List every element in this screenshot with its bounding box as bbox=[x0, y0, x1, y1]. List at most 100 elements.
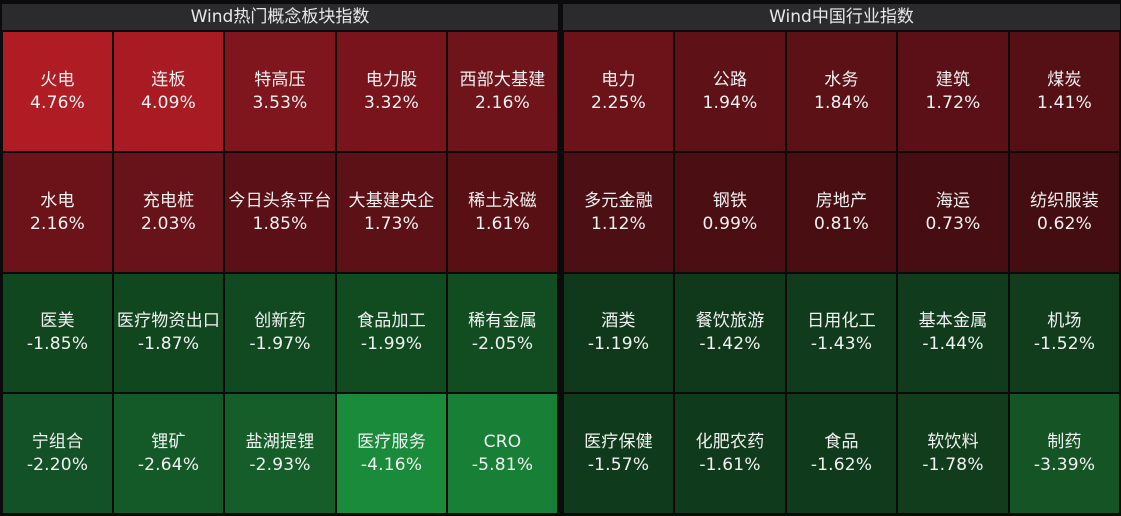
tile-change-percent: -1.85% bbox=[26, 334, 89, 354]
tile-change-percent: -1.99% bbox=[360, 334, 423, 354]
tile-change-percent: 0.62% bbox=[1036, 213, 1092, 234]
tile-name: 稀土永磁 bbox=[468, 190, 537, 211]
heatmap-tile[interactable]: 软饮料 -1.78% bbox=[897, 393, 1009, 514]
tile-name: 电力股 bbox=[365, 69, 418, 90]
panel-title: Wind中国行业指数 bbox=[563, 4, 1120, 30]
heatmap-tile[interactable]: 盐湖提锂 -2.93% bbox=[224, 393, 336, 514]
heatmap-tile[interactable]: 大基建央企 1.73% bbox=[336, 152, 447, 273]
tile-change-percent: 4.09% bbox=[140, 92, 196, 113]
heatmap-tile[interactable]: 机场 -1.52% bbox=[1009, 273, 1120, 393]
tile-change-percent: 3.53% bbox=[252, 92, 308, 113]
heatmap-tile[interactable]: 创新药 -1.97% bbox=[224, 273, 336, 393]
heatmap-tile[interactable]: 电力股 3.32% bbox=[336, 31, 447, 152]
tile-change-percent: 0.81% bbox=[813, 213, 869, 234]
heatmap-tile[interactable]: 电力 2.25% bbox=[563, 31, 674, 152]
heatmap-tile[interactable]: 日用化工 -1.43% bbox=[786, 273, 897, 393]
heatmap-tile[interactable]: 今日头条平台 1.85% bbox=[224, 152, 336, 273]
tile-change-percent: -2.20% bbox=[26, 454, 89, 475]
heatmap-tile[interactable]: 医疗物资出口 -1.87% bbox=[113, 273, 224, 393]
heatmap-tile[interactable]: 稀有金属 -2.05% bbox=[447, 273, 558, 393]
tile-name: 纺织服装 bbox=[1030, 190, 1099, 211]
heatmap-tile[interactable]: CRO -5.81% bbox=[447, 393, 558, 514]
tile-change-percent: 0.73% bbox=[925, 213, 981, 234]
heatmap-tile[interactable]: 煤炭 1.41% bbox=[1009, 31, 1120, 152]
tile-name: 食品加工 bbox=[357, 311, 426, 331]
heatmap-tile[interactable]: 水务 1.84% bbox=[786, 31, 897, 152]
heatmap-tile[interactable]: 特高压 3.53% bbox=[224, 31, 336, 152]
tile-change-percent: 1.41% bbox=[1036, 92, 1092, 113]
heatmap-tile[interactable]: 水电 2.16% bbox=[2, 152, 113, 273]
tile-change-percent: 1.94% bbox=[702, 92, 758, 113]
heatmap-tile[interactable]: 海运 0.73% bbox=[897, 152, 1009, 273]
heatmap-tile[interactable]: 食品加工 -1.99% bbox=[336, 273, 447, 393]
tile-change-percent: -1.61% bbox=[699, 454, 761, 475]
tile-change-percent: -5.81% bbox=[471, 454, 534, 475]
heatmap-tile[interactable]: 火电 4.76% bbox=[2, 31, 113, 152]
tile-name: 酒类 bbox=[601, 311, 636, 331]
tile-change-percent: 2.16% bbox=[29, 213, 85, 234]
tile-change-percent: -1.78% bbox=[922, 454, 984, 475]
tile-change-percent: -2.05% bbox=[471, 334, 534, 354]
tile-name: 制药 bbox=[1047, 431, 1082, 452]
heatmap-tile[interactable]: 锂矿 -2.64% bbox=[113, 393, 224, 514]
tile-change-percent: -1.57% bbox=[587, 454, 650, 475]
tile-name: 水电 bbox=[40, 190, 75, 211]
heatmap-tile[interactable]: 医美 -1.85% bbox=[2, 273, 113, 393]
tile-name: 医疗物资出口 bbox=[116, 311, 221, 331]
heatmap-tile[interactable]: 建筑 1.72% bbox=[897, 31, 1009, 152]
tile-name: 电力 bbox=[601, 69, 636, 90]
tile-change-percent: -1.52% bbox=[1033, 334, 1096, 354]
tile-change-percent: 1.61% bbox=[474, 213, 530, 234]
heatmap-tile[interactable]: 宁组合 -2.20% bbox=[2, 393, 113, 514]
heatmap-tile[interactable]: 医疗保健 -1.57% bbox=[563, 393, 674, 514]
tile-change-percent: 2.03% bbox=[140, 213, 196, 234]
tile-name: 机场 bbox=[1047, 311, 1082, 331]
heatmap-tile[interactable]: 西部大基建 2.16% bbox=[447, 31, 558, 152]
heatmap-tile[interactable]: 稀土永磁 1.61% bbox=[447, 152, 558, 273]
tile-name: 日用化工 bbox=[807, 311, 876, 331]
tile-change-percent: -1.87% bbox=[137, 334, 200, 354]
tile-change-percent: 1.85% bbox=[252, 213, 308, 234]
tile-change-percent: -1.43% bbox=[810, 334, 873, 354]
heatmap-tile[interactable]: 房地产 0.81% bbox=[786, 152, 897, 273]
tile-change-percent: 2.16% bbox=[474, 92, 530, 113]
concept-index-panel: Wind热门概念板块指数 火电 4.76% 连板 4.09% 特高压 3.53% 电力股 3.… bbox=[2, 4, 558, 516]
panel-title: Wind热门概念板块指数 bbox=[2, 4, 558, 30]
heatmap-tile[interactable]: 连板 4.09% bbox=[113, 31, 224, 152]
tile-change-percent: -2.64% bbox=[137, 454, 200, 475]
heatmap-tile[interactable]: 公路 1.94% bbox=[674, 31, 786, 152]
tile-name: 宁组合 bbox=[31, 431, 84, 452]
heatmap-tile[interactable]: 充电桩 2.03% bbox=[113, 152, 224, 273]
tile-name: 基本金属 bbox=[918, 311, 988, 331]
heatmap-tile[interactable]: 医疗服务 -4.16% bbox=[336, 393, 447, 514]
tile-name: 稀有金属 bbox=[468, 311, 537, 331]
tile-change-percent: 1.72% bbox=[925, 92, 981, 113]
tile-change-percent: -1.19% bbox=[587, 334, 650, 354]
heatmap-tile[interactable]: 纺织服装 0.62% bbox=[1009, 152, 1120, 273]
tile-change-percent: -3.39% bbox=[1033, 454, 1096, 475]
heatmap-tile[interactable]: 制药 -3.39% bbox=[1009, 393, 1120, 514]
heatmap-tile[interactable]: 多元金融 1.12% bbox=[563, 152, 674, 273]
tile-name: 建筑 bbox=[935, 69, 971, 90]
tile-name: 煤炭 bbox=[1047, 69, 1082, 90]
tile-change-percent: -1.97% bbox=[249, 334, 311, 354]
tile-name: 西部大基建 bbox=[459, 69, 546, 90]
tile-name: 创新药 bbox=[254, 311, 306, 331]
tile-change-percent: 1.84% bbox=[813, 92, 869, 113]
tile-name: 房地产 bbox=[815, 190, 868, 211]
heatmap-tile[interactable]: 餐饮旅游 -1.42% bbox=[674, 273, 786, 393]
heatmap-tile[interactable]: 化肥农药 -1.61% bbox=[674, 393, 786, 514]
heatmap-tile[interactable]: 基本金属 -1.44% bbox=[897, 273, 1009, 393]
tile-name: 软饮料 bbox=[927, 431, 979, 452]
tile-change-percent: -1.42% bbox=[699, 334, 761, 354]
tile-name: 海运 bbox=[935, 190, 971, 211]
tile-name: 钢铁 bbox=[712, 190, 748, 211]
heatmap-tile[interactable]: 酒类 -1.19% bbox=[563, 273, 674, 393]
tile-name: 特高压 bbox=[254, 69, 306, 90]
tile-change-percent: 1.12% bbox=[590, 213, 646, 234]
tile-name: 食品 bbox=[824, 431, 859, 452]
tile-name: 充电桩 bbox=[142, 190, 195, 211]
heatmap-tile[interactable]: 钢铁 0.99% bbox=[674, 152, 786, 273]
heatmap-tile[interactable]: 食品 -1.62% bbox=[786, 393, 897, 514]
tile-name: 化肥农药 bbox=[695, 431, 765, 452]
